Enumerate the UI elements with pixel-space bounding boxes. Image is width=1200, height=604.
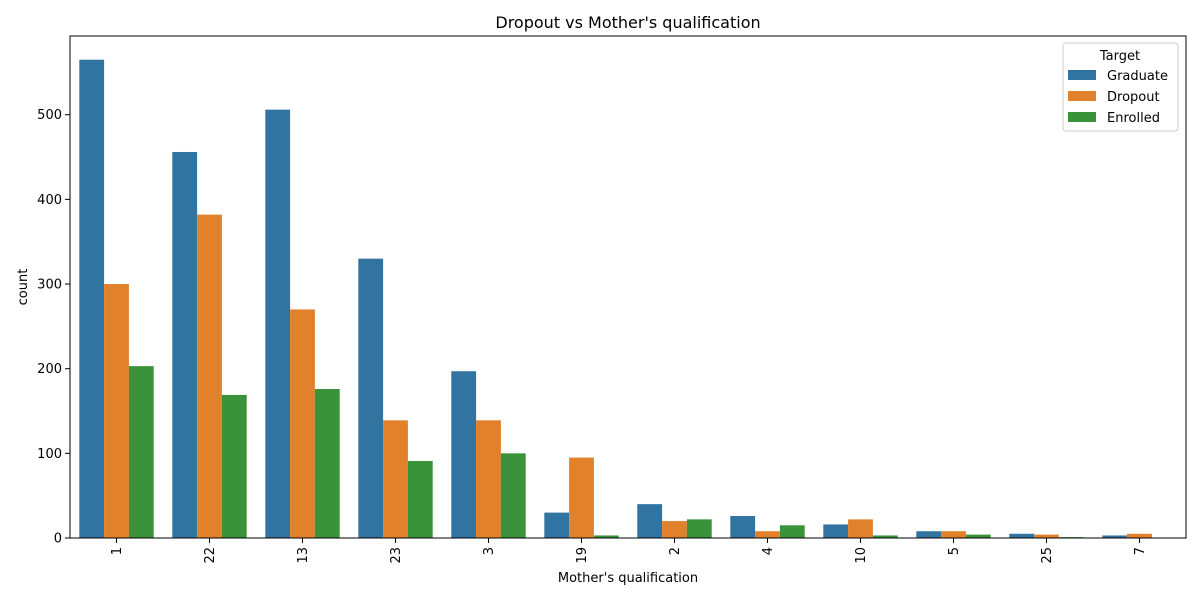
y-tick-label: 100 [37,447,62,462]
bar-enrolled-19 [593,535,619,538]
x-tick-label: 22 [203,547,218,564]
chart-title: Dropout vs Mother's qualification [495,13,760,32]
bar-graduate-19 [544,512,570,538]
bar-graduate-4 [730,515,756,538]
y-axis-title: count [16,269,31,306]
bar-dropout-22 [197,214,222,538]
legend-label-dropout: Dropout [1107,90,1160,105]
x-tick-label: 25 [1040,547,1055,564]
x-axis-title: Mother's qualification [558,571,698,586]
bar-enrolled-22 [221,394,247,538]
legend-swatch-dropout [1068,91,1096,101]
y-tick-label: 400 [37,193,62,208]
bar-dropout-19 [569,457,594,538]
bar-dropout-13 [290,309,315,538]
bar-dropout-7 [1127,533,1152,538]
bar-dropout-3 [476,420,501,538]
bar-graduate-23 [358,258,384,538]
x-tick-label: 13 [296,547,311,564]
bar-graduate-22 [172,151,198,539]
bar-enrolled-5 [965,534,991,538]
bar-dropout-1 [104,284,129,538]
y-tick-label: 200 [37,362,62,377]
bar-graduate-7 [1102,535,1128,538]
legend-title: Target [1099,49,1140,64]
bar-enrolled-4 [779,525,805,538]
x-tick-label: 2 [668,547,683,555]
bar-graduate-5 [916,531,942,538]
bar-dropout-23 [383,420,408,538]
bar-dropout-5 [941,531,966,538]
bar-enrolled-23 [407,460,433,538]
bar-graduate-10 [823,524,849,538]
bar-dropout-2 [662,521,687,538]
bar-dropout-4 [755,531,780,538]
x-tick-label: 4 [761,547,776,555]
y-tick-label: 500 [37,108,62,123]
x-axis: 1 22 13 23 3 19 2 4 10 5 25 7 [110,538,1148,564]
bars-layer [79,59,1152,539]
x-tick-label: 23 [389,547,404,564]
bar-dropout-25 [1034,534,1059,538]
legend-label-enrolled: Enrolled [1107,111,1160,126]
legend: Target Graduate Dropout Enrolled [1062,42,1179,132]
bar-enrolled-3 [500,453,526,538]
bar-enrolled-1 [128,366,154,538]
legend-label-graduate: Graduate [1107,69,1168,84]
x-tick-label: 5 [947,547,962,555]
bar-graduate-25 [1009,533,1035,538]
legend-swatch-graduate [1068,70,1096,80]
y-axis: 0 100 200 300 400 500 [37,108,70,547]
bar-enrolled-2 [686,519,712,538]
legend-box [1062,42,1179,132]
bar-dropout-10 [848,519,873,538]
plot-frame [69,35,1187,539]
bar-enrolled-13 [314,389,340,538]
bar-enrolled-10 [872,535,898,538]
bar-graduate-2 [637,504,663,538]
x-tick-label: 3 [482,547,497,555]
x-tick-label: 1 [110,547,125,555]
bar-graduate-13 [265,109,291,539]
bar-graduate-1 [79,59,105,538]
x-tick-label: 7 [1133,547,1148,555]
x-tick-label: 19 [575,547,590,564]
y-tick-label: 0 [54,532,62,547]
x-tick-label: 10 [854,547,869,564]
bar-graduate-3 [451,371,477,538]
y-tick-label: 300 [37,278,62,293]
legend-swatch-enrolled [1068,112,1096,122]
